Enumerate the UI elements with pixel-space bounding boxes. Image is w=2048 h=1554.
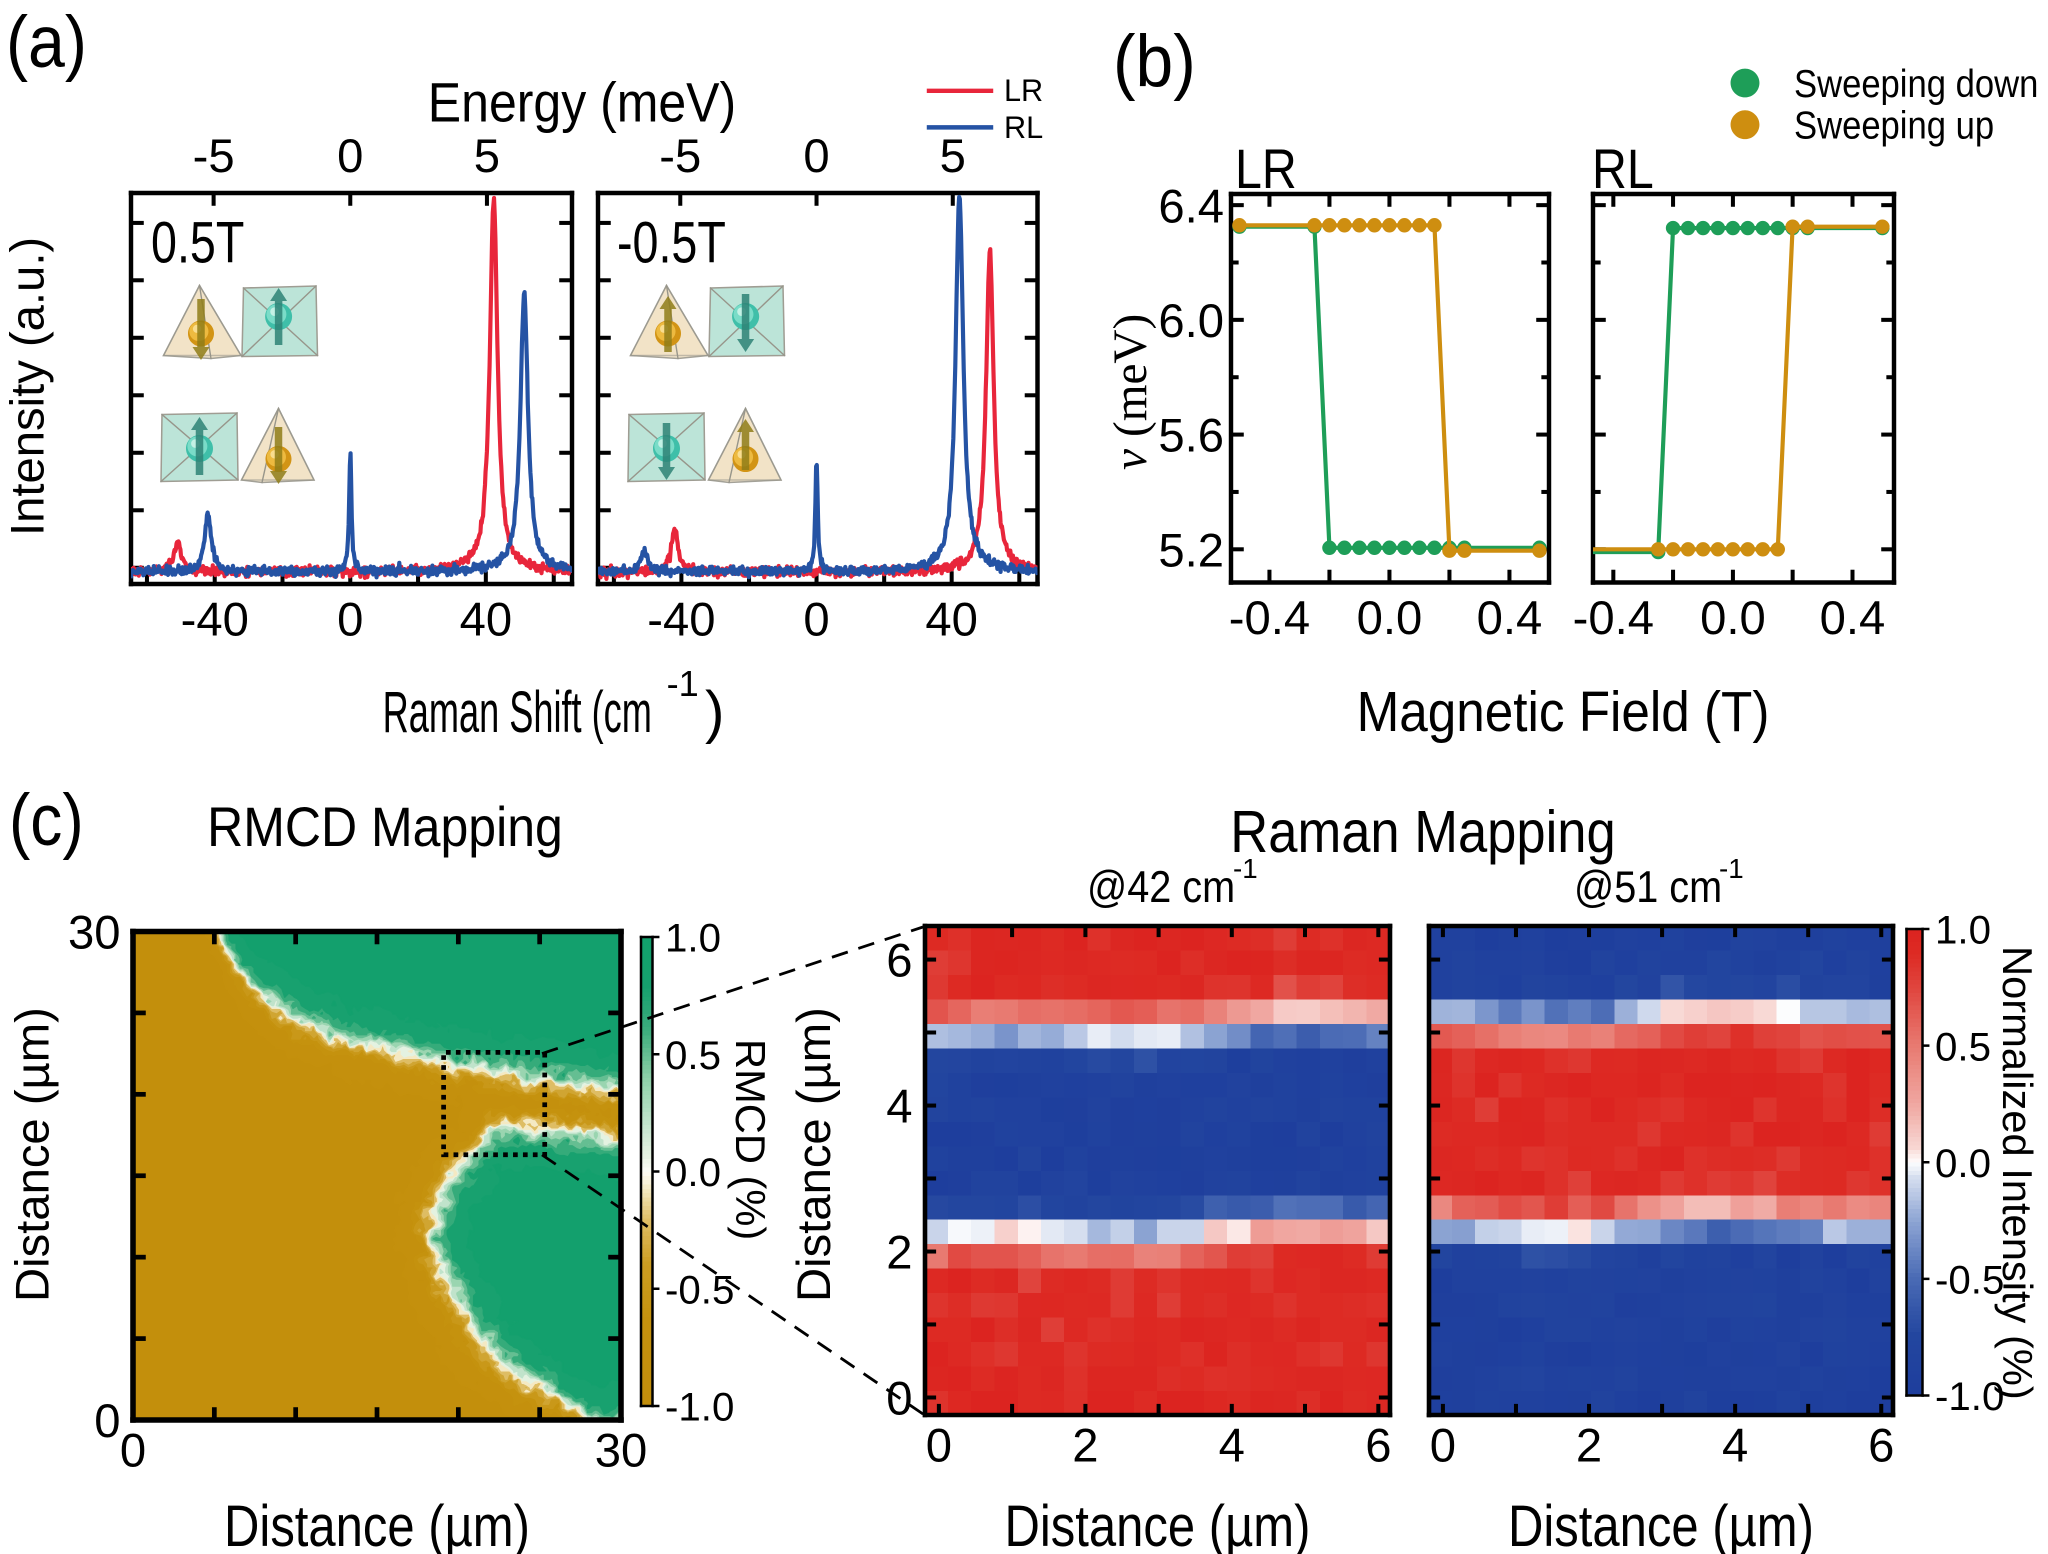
svg-text:-0.5: -0.5 (665, 1267, 734, 1312)
svg-text:4: 4 (886, 1081, 912, 1134)
svg-text:@51 cm: @51 cm (1574, 862, 1722, 911)
svg-text:-40: -40 (647, 594, 715, 647)
svg-text:RMCD (%): RMCD (%) (727, 1039, 774, 1240)
svg-text:0: 0 (803, 594, 829, 647)
svg-text:0.0: 0.0 (1935, 1141, 1991, 1186)
svg-text:RMCD Mapping: RMCD Mapping (207, 797, 563, 859)
svg-text:-1.0: -1.0 (665, 1385, 734, 1430)
svg-text:Distance (µm): Distance (µm) (1005, 1494, 1311, 1554)
svg-text:0: 0 (94, 1395, 120, 1448)
svg-text:-0.4: -0.4 (1573, 592, 1654, 645)
svg-text:1.0: 1.0 (665, 916, 721, 961)
svg-text:(a): (a) (6, 1, 87, 83)
svg-text:0: 0 (337, 130, 363, 183)
svg-text:4: 4 (1219, 1420, 1245, 1473)
svg-text:-1.0: -1.0 (1935, 1374, 2004, 1419)
svg-text:Energy (meV): Energy (meV) (428, 72, 736, 134)
svg-text:Raman Shift (cm: Raman Shift (cm (383, 680, 652, 745)
svg-text:Intensity (a.u.): Intensity (a.u.) (2, 237, 55, 536)
svg-text:0.5: 0.5 (1935, 1024, 1991, 1069)
svg-text:-1: -1 (1719, 853, 1744, 884)
svg-text:0.0: 0.0 (1357, 592, 1423, 645)
svg-text:6: 6 (886, 935, 912, 988)
svg-text:-0.5T: -0.5T (617, 211, 726, 276)
svg-text:-1: -1 (1233, 853, 1258, 884)
svg-text:RL: RL (1592, 139, 1654, 201)
svg-text:RL: RL (1004, 109, 1043, 145)
svg-text:): ) (705, 680, 724, 745)
svg-text:-5: -5 (659, 130, 701, 183)
svg-text:0.4: 0.4 (1477, 592, 1543, 645)
svg-text:0.0: 0.0 (1700, 592, 1766, 645)
svg-text:(b): (b) (1113, 19, 1196, 101)
svg-text:0: 0 (926, 1420, 952, 1473)
svg-text:0: 0 (1430, 1420, 1456, 1473)
svg-text:(meV): (meV) (1105, 314, 1157, 437)
svg-text:(c): (c) (9, 779, 84, 861)
svg-text:0: 0 (120, 1425, 146, 1478)
svg-text:6: 6 (1365, 1420, 1391, 1473)
svg-text:6.0: 6.0 (1158, 295, 1224, 348)
svg-text:4: 4 (1722, 1420, 1748, 1473)
svg-text:2: 2 (886, 1227, 912, 1280)
svg-text:2: 2 (1072, 1420, 1098, 1473)
svg-text:40: 40 (460, 594, 513, 647)
svg-text:-1: -1 (667, 663, 699, 704)
svg-text:@42 cm: @42 cm (1087, 862, 1235, 911)
svg-text:0.5T: 0.5T (151, 211, 244, 276)
svg-text:2: 2 (1576, 1420, 1602, 1473)
svg-text:LR: LR (1235, 139, 1297, 201)
svg-text:Raman Mapping: Raman Mapping (1230, 798, 1615, 865)
svg-text:Distance (µm): Distance (µm) (7, 1007, 60, 1302)
svg-text:-0.4: -0.4 (1229, 592, 1310, 645)
svg-text:0.4: 0.4 (1820, 592, 1886, 645)
svg-text:6: 6 (1868, 1420, 1894, 1473)
svg-text:30: 30 (68, 907, 121, 960)
svg-text:0.5: 0.5 (665, 1033, 721, 1078)
svg-text:0: 0 (337, 594, 363, 647)
svg-text:Sweeping down: Sweeping down (1794, 62, 2038, 105)
svg-text:5: 5 (474, 130, 500, 183)
svg-text:1.0: 1.0 (1935, 908, 1991, 953)
svg-text:Distance (µm): Distance (µm) (788, 1007, 841, 1302)
svg-text:6.4: 6.4 (1158, 180, 1224, 233)
svg-text:-0.5: -0.5 (1935, 1257, 2004, 1302)
svg-text:5: 5 (940, 130, 966, 183)
svg-text:0.0: 0.0 (665, 1150, 721, 1195)
svg-text:LR: LR (1004, 72, 1043, 108)
svg-text:Normalized Intensity (%): Normalized Intensity (%) (1994, 946, 2041, 1400)
svg-text:5.2: 5.2 (1158, 524, 1224, 577)
svg-text:Sweeping up: Sweeping up (1794, 104, 1994, 147)
svg-text:-5: -5 (193, 130, 235, 183)
svg-text:Distance (µm): Distance (µm) (1508, 1494, 1814, 1554)
svg-text:-40: -40 (181, 594, 249, 647)
svg-text:5.6: 5.6 (1158, 410, 1224, 463)
svg-text:ν: ν (1105, 449, 1157, 470)
svg-text:Magnetic Field (T): Magnetic Field (T) (1357, 681, 1770, 744)
svg-text:40: 40 (925, 594, 978, 647)
svg-text:30: 30 (595, 1425, 648, 1478)
svg-text:Distance (µm): Distance (µm) (224, 1494, 530, 1554)
svg-text:0: 0 (803, 130, 829, 183)
